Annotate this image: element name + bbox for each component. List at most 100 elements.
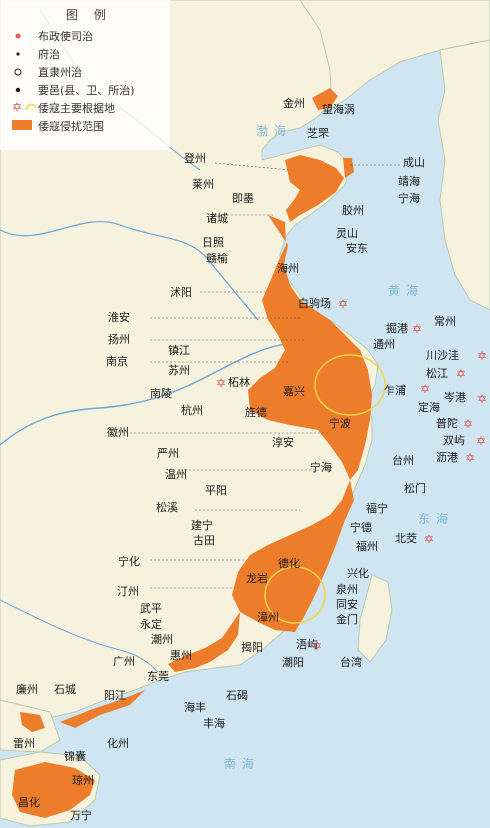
legend-item-3: 直隶州治 xyxy=(38,66,82,79)
place-label: 昌化 xyxy=(18,796,40,809)
place-label: 宁海 xyxy=(398,192,420,205)
place-label: 金门 xyxy=(336,613,358,626)
raid-chengshan xyxy=(343,158,354,178)
place-label: 杭州 xyxy=(181,404,203,417)
raid-liaodong xyxy=(312,88,338,110)
raid-west-guangdong xyxy=(60,690,145,728)
legend-item-1: 布政使司治 xyxy=(38,30,93,43)
place-label: 龙岩 xyxy=(246,572,268,585)
legend-item-6: 倭寇侵扰范围 xyxy=(38,120,104,133)
place-label: 嘉兴 xyxy=(283,385,305,398)
place-label: 淳安 xyxy=(272,436,294,449)
place-label: 松江 xyxy=(426,367,448,380)
star-icon: ✡ xyxy=(424,532,435,546)
place-label: 浯屿 xyxy=(296,638,318,651)
leader-lines xyxy=(130,162,400,589)
place-label: 石碣 xyxy=(226,689,248,702)
star-icon: ✡ xyxy=(477,349,488,363)
place-label: 宁化 xyxy=(118,555,140,568)
place-label: 乍浦 xyxy=(384,384,406,397)
place-label: 揭阳 xyxy=(241,641,263,654)
place-label: 松门 xyxy=(404,482,426,495)
star-icon: ✡ xyxy=(12,100,36,112)
svg-text:✡: ✡ xyxy=(12,100,22,112)
place-label: 宁海 xyxy=(310,461,332,474)
korea-land xyxy=(437,39,490,311)
place-label: 定海 xyxy=(418,401,440,414)
place-label: 海州 xyxy=(277,262,299,275)
star-icon: ✡ xyxy=(456,367,467,381)
place-label: 福州 xyxy=(356,540,378,553)
place-label: 扬州 xyxy=(108,333,130,346)
place-label: 赣榆 xyxy=(206,252,228,265)
place-label: 安东 xyxy=(346,242,368,255)
place-label: 琼州 xyxy=(72,774,94,787)
place-label: 汀州 xyxy=(117,585,139,598)
raid-guangdong xyxy=(168,612,240,672)
raid-shandong xyxy=(285,155,344,222)
zhejiang-base-ring xyxy=(314,354,386,416)
place-label: 建宁 xyxy=(191,519,213,532)
place-label: 宁波 xyxy=(329,417,351,430)
place-label: 南陵 xyxy=(150,387,172,400)
place-label: 胶州 xyxy=(342,204,364,217)
place-label: 化州 xyxy=(107,737,129,750)
place-label: 柘林 xyxy=(228,376,250,389)
place-label: 广州 xyxy=(113,655,135,668)
star-icon: ✡ xyxy=(338,297,349,311)
place-label: 靖海 xyxy=(398,175,420,188)
place-label: 廉州 xyxy=(16,683,38,696)
place-label: 潮阳 xyxy=(282,656,304,669)
place-label: 金州 xyxy=(283,97,305,110)
place-label: 掘港 xyxy=(386,322,408,335)
star-icon: ✡ xyxy=(312,639,323,653)
orange-box-icon xyxy=(12,120,32,130)
legend-item-2: 府治 xyxy=(38,48,60,61)
place-label: 丰海 xyxy=(203,717,225,730)
yellow-river xyxy=(0,220,259,321)
place-label: 沭阳 xyxy=(170,286,192,299)
place-label: 同安 xyxy=(336,598,358,611)
small-dot-icon xyxy=(16,52,20,56)
pearl-river xyxy=(0,599,159,673)
place-label: 宁德 xyxy=(350,521,372,534)
place-label: 芝罘 xyxy=(307,127,329,140)
place-label: 潮州 xyxy=(151,633,173,646)
star-icon: ✡ xyxy=(476,434,487,448)
place-label: 南京 xyxy=(106,355,128,368)
place-label: 阳江 xyxy=(104,689,126,702)
legend-title: 图 例 xyxy=(66,8,112,22)
place-label: 白驹场 xyxy=(298,297,331,310)
liaodong-land xyxy=(299,0,490,109)
place-label: 石城 xyxy=(54,683,76,696)
place-label: 古田 xyxy=(193,534,215,547)
place-label: 永定 xyxy=(140,618,162,631)
place-label: 兴化 xyxy=(347,567,369,580)
place-label: 松溪 xyxy=(156,501,178,514)
place-label: 东莞 xyxy=(147,670,169,683)
place-label: 旌德 xyxy=(245,406,267,419)
place-label: 淮安 xyxy=(108,311,130,324)
star-icon: ✡ xyxy=(477,392,488,406)
place-label: 登州 xyxy=(184,152,206,165)
place-label: 平阳 xyxy=(205,484,227,497)
place-label: 严州 xyxy=(157,447,179,460)
sea-nanhai: 南海 xyxy=(224,757,261,771)
place-label: 台州 xyxy=(392,454,414,467)
place-label: 徽州 xyxy=(107,426,129,439)
place-label: 诸城 xyxy=(206,212,228,225)
star-icon: ✡ xyxy=(465,451,476,465)
place-label: 海丰 xyxy=(184,701,206,714)
place-label: 万宁 xyxy=(70,809,92,822)
place-label: 成山 xyxy=(403,156,425,169)
place-label: 莱州 xyxy=(192,178,214,191)
place-label: 惠州 xyxy=(170,649,192,662)
place-label: 泉州 xyxy=(336,583,358,596)
place-label: 镇江 xyxy=(168,344,190,357)
sea-huanghai: 黄海 xyxy=(388,284,425,298)
place-label: 福宁 xyxy=(366,502,388,515)
legend-item-5: 倭寇主要根据地 xyxy=(38,102,115,115)
place-label: 即墨 xyxy=(232,192,254,205)
place-label: 北茭 xyxy=(395,532,417,545)
